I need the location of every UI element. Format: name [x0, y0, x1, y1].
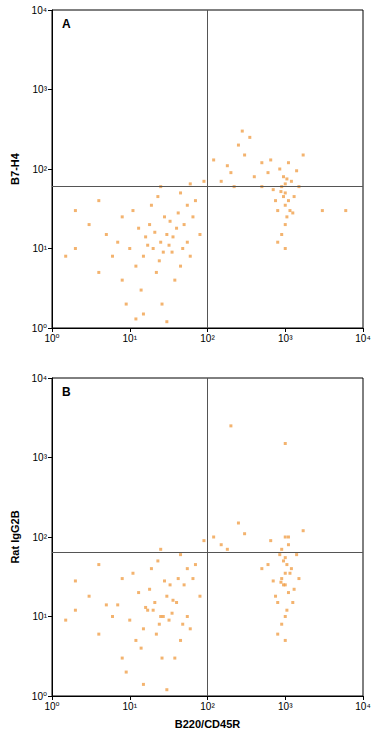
svg-text:10⁰: 10⁰ — [44, 333, 59, 344]
svg-text:10³: 10³ — [278, 333, 293, 344]
svg-text:B7-H4: B7-H4 — [9, 152, 21, 185]
svg-text:10⁴: 10⁴ — [32, 373, 47, 384]
svg-text:10¹: 10¹ — [123, 333, 138, 344]
svg-text:10¹: 10¹ — [33, 243, 48, 254]
svg-text:10³: 10³ — [33, 84, 48, 95]
svg-text:B220/CD45R: B220/CD45R — [175, 718, 240, 730]
svg-text:B: B — [62, 385, 71, 399]
svg-text:10²: 10² — [33, 164, 48, 175]
svg-text:10²: 10² — [200, 701, 215, 712]
svg-text:10⁰: 10⁰ — [31, 322, 47, 334]
svg-text:10⁴: 10⁴ — [355, 701, 370, 712]
svg-text:10²: 10² — [33, 532, 48, 543]
svg-text:10³: 10³ — [278, 701, 293, 712]
svg-text:10⁴: 10⁴ — [355, 333, 370, 344]
svg-text:Rat IgG2B: Rat IgG2B — [9, 510, 21, 563]
svg-text:10⁰: 10⁰ — [31, 690, 47, 702]
svg-text:10¹: 10¹ — [123, 701, 138, 712]
svg-text:10⁴: 10⁴ — [32, 5, 47, 16]
svg-text:10¹: 10¹ — [33, 611, 48, 622]
svg-text:10²: 10² — [200, 333, 215, 344]
svg-text:10³: 10³ — [33, 452, 48, 463]
svg-text:A: A — [62, 17, 71, 31]
svg-text:10⁰: 10⁰ — [44, 701, 59, 712]
